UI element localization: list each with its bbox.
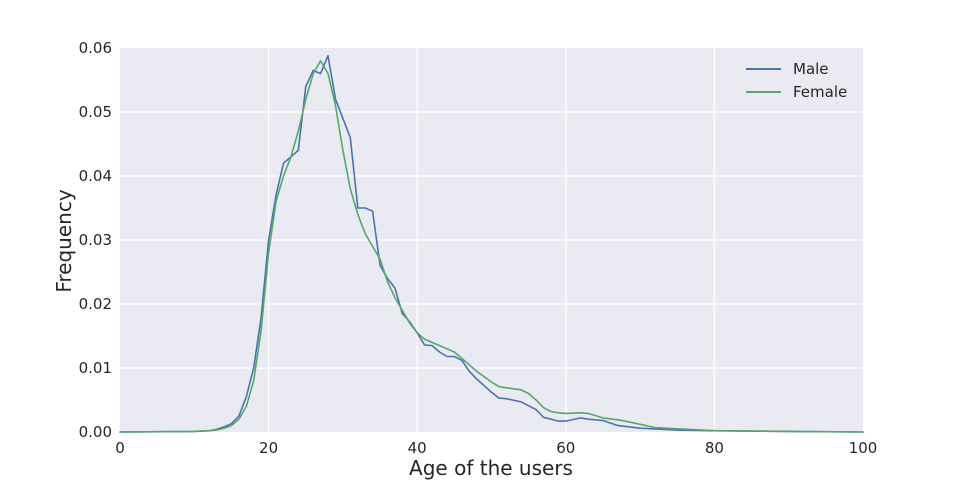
- y-tick-label: 0.03: [79, 231, 112, 249]
- grid-lines: [120, 48, 863, 432]
- x-tick-labels: 0 20 40 60 80 100: [115, 439, 877, 457]
- legend-label-female: Female: [793, 83, 847, 101]
- legend: Male Female: [746, 60, 847, 101]
- y-tick-labels: 0.00 0.01 0.02 0.03 0.04 0.05 0.06: [79, 39, 112, 441]
- y-tick-label: 0.04: [79, 167, 112, 185]
- y-axis-label: Frequency: [52, 189, 76, 292]
- x-tick-label: 60: [556, 439, 575, 457]
- y-tick-label: 0.00: [79, 423, 112, 441]
- legend-label-male: Male: [793, 60, 829, 78]
- y-tick-label: 0.06: [79, 39, 112, 57]
- x-tick-label: 20: [259, 439, 278, 457]
- series-lines: [119, 54, 864, 433]
- y-tick-label: 0.01: [79, 359, 112, 377]
- y-tick-label: 0.02: [79, 295, 112, 313]
- series-line-male: [119, 54, 864, 433]
- x-tick-label: 40: [408, 439, 427, 457]
- x-tick-label: 0: [115, 439, 125, 457]
- x-tick-label: 100: [849, 439, 878, 457]
- x-tick-label: 80: [705, 439, 724, 457]
- y-tick-label: 0.05: [79, 103, 112, 121]
- x-axis-label: Age of the users: [409, 456, 573, 480]
- series-line-female: [119, 60, 864, 433]
